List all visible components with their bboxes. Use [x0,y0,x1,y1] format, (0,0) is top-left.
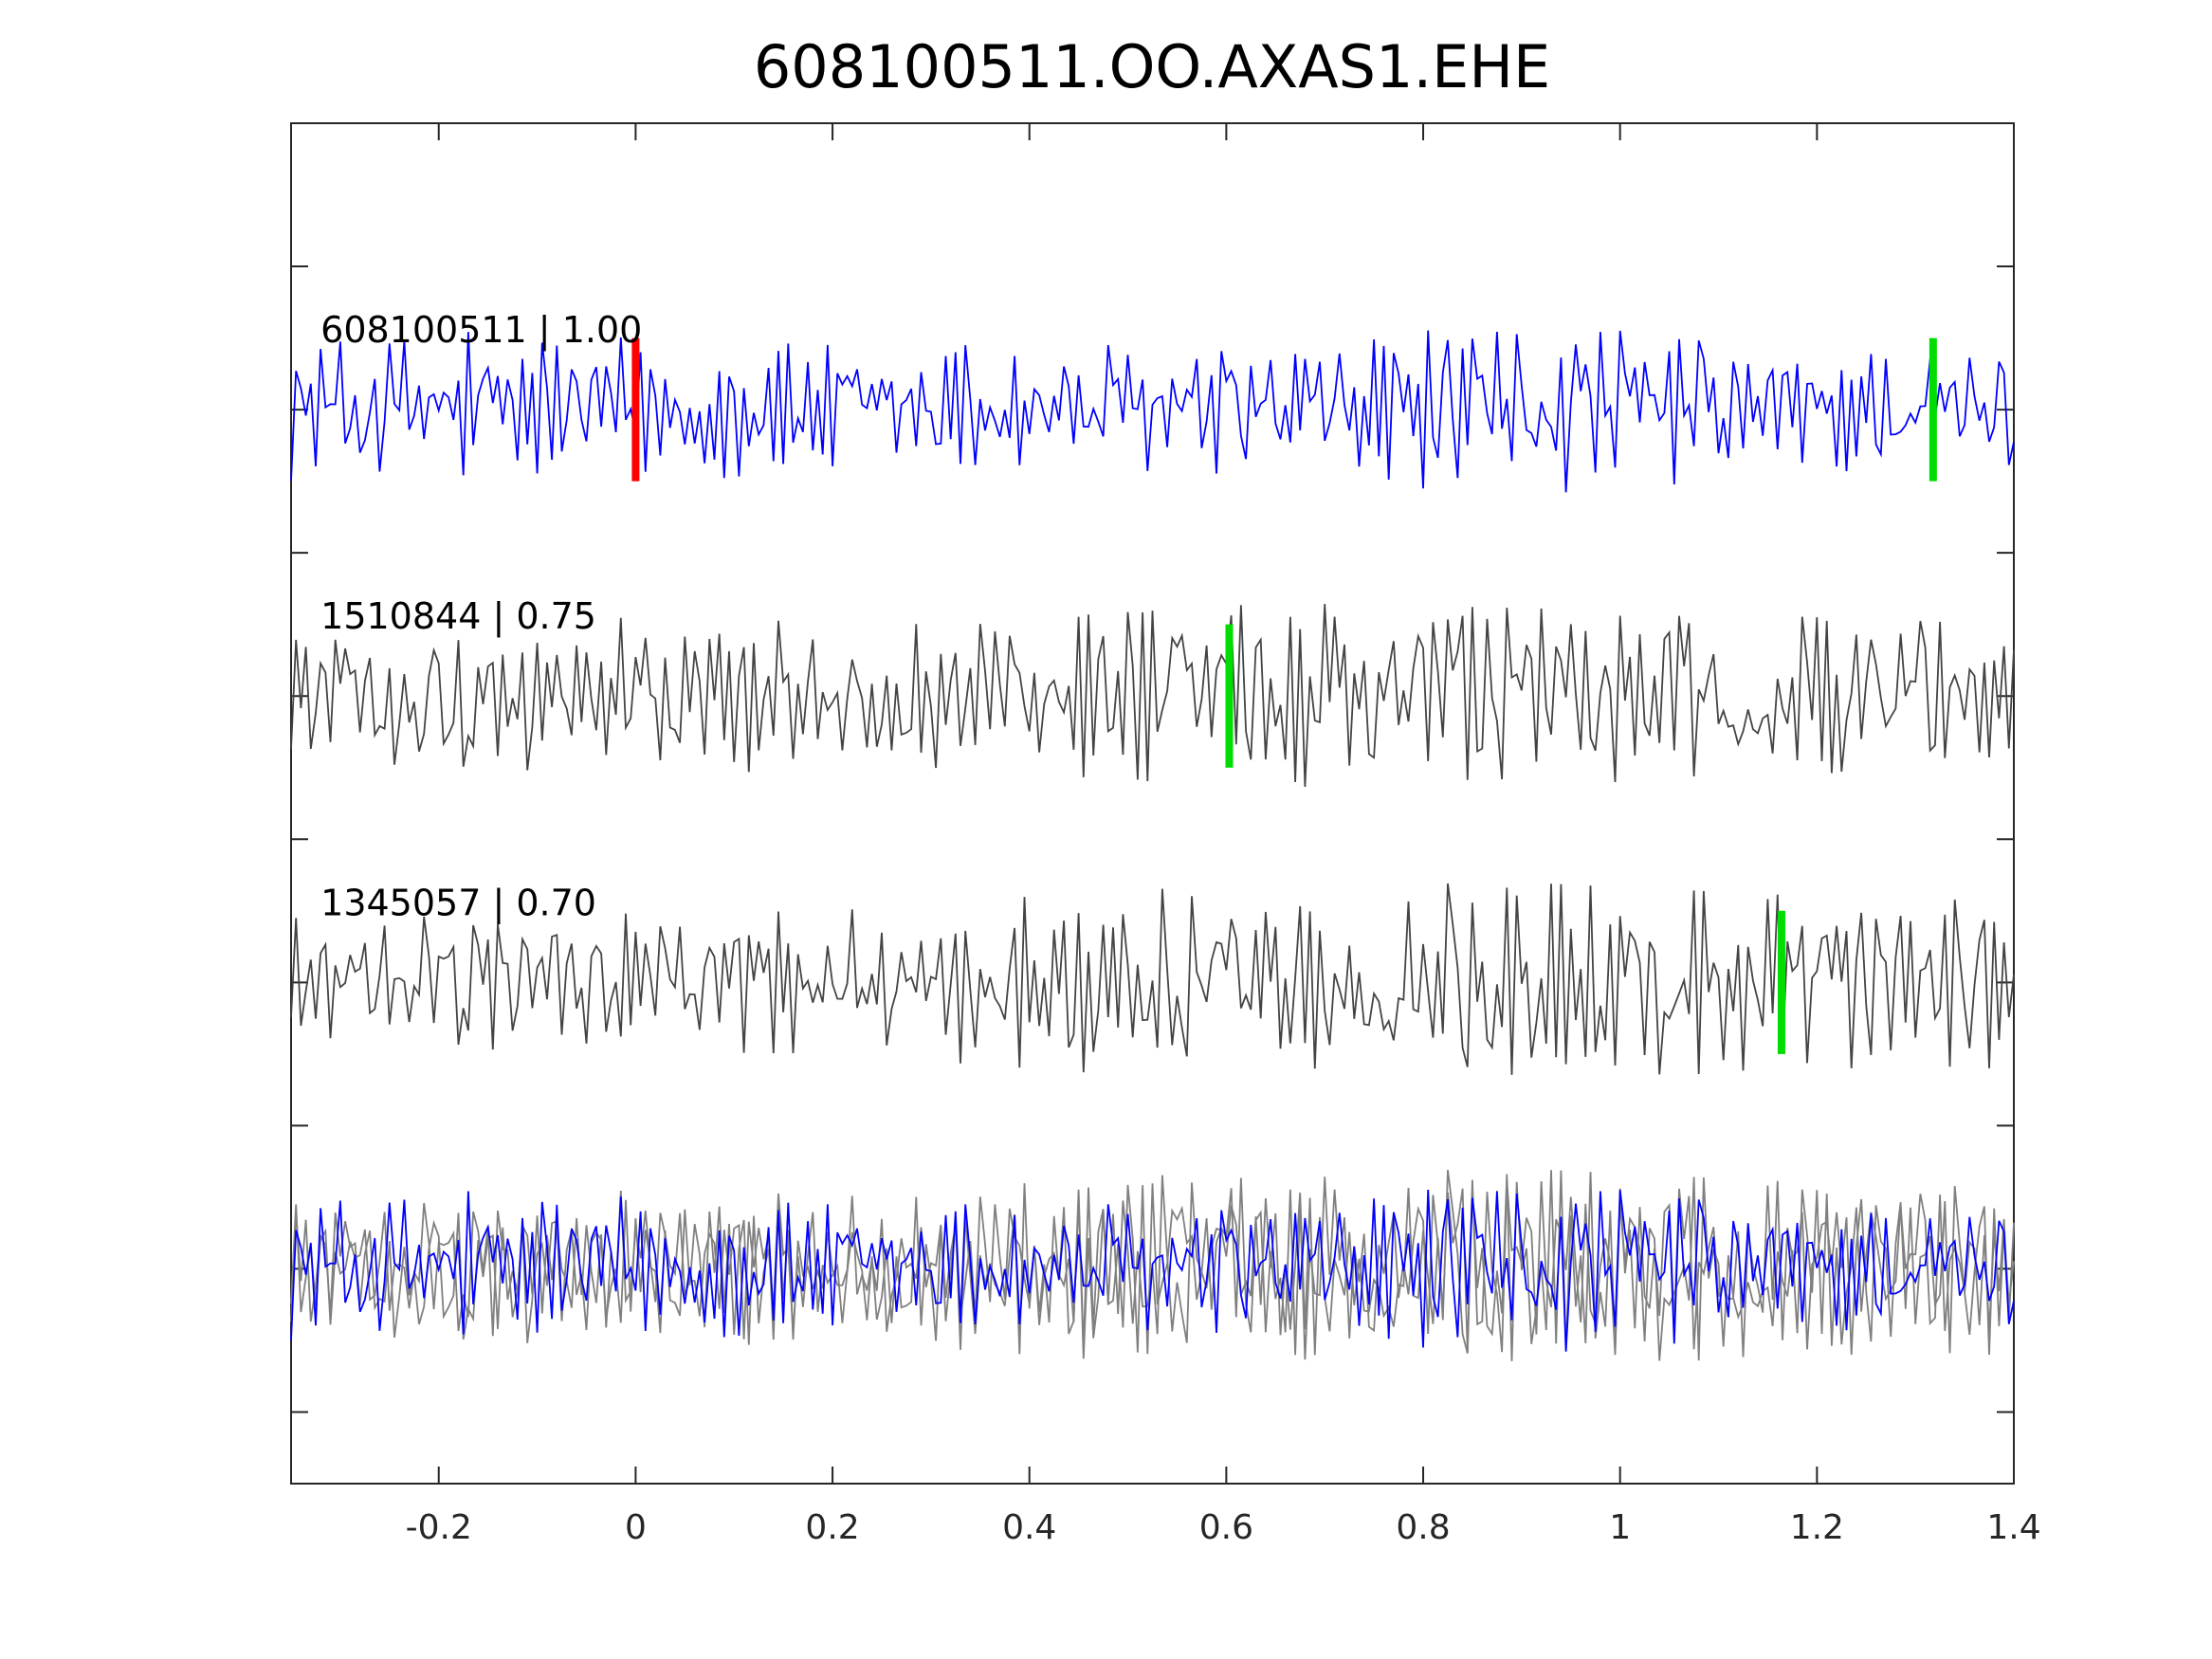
overlay-trace-line [290,1189,2015,1352]
x-axis-tick-labels: -0.2 0 0.2 0.4 0.6 0.8 1 1.2 1.4 [406,1508,2041,1547]
x-tick-label: 0 [625,1508,647,1547]
trace-label: 1345057 | 0.70 [320,882,596,924]
x-tick-label: 0.4 [1002,1508,1056,1547]
phase-picks [631,337,1937,1054]
trace-label: 1510844 | 0.75 [320,595,596,638]
trace-labels: 608100511 | 1.00 1510844 | 0.75 1345057 | … [320,309,642,924]
trace-line [290,330,2015,493]
overlay-traces [290,1169,2015,1361]
x-tick-label: -0.2 [406,1508,472,1547]
plot-area: 608100511 | 1.00 1510844 | 0.75 1345057 | … [290,122,2015,1485]
x-tick-label: 1.4 [1986,1508,2040,1547]
x-tick-label: 0.2 [805,1508,859,1547]
trace-label: 608100511 | 1.00 [320,309,642,352]
trace-line [290,604,2015,788]
x-tick-label: 1.2 [1790,1508,1844,1547]
chart-title: 608100511.OO.AXAS1.EHE [754,32,1550,101]
waveform-traces [290,330,2015,1075]
x-tick-label: 0.8 [1396,1508,1450,1547]
x-tick-label: 1 [1609,1508,1631,1547]
plot-frame [290,122,2015,1485]
x-tick-label: 0.6 [1199,1508,1253,1547]
trace-line [290,883,2015,1075]
